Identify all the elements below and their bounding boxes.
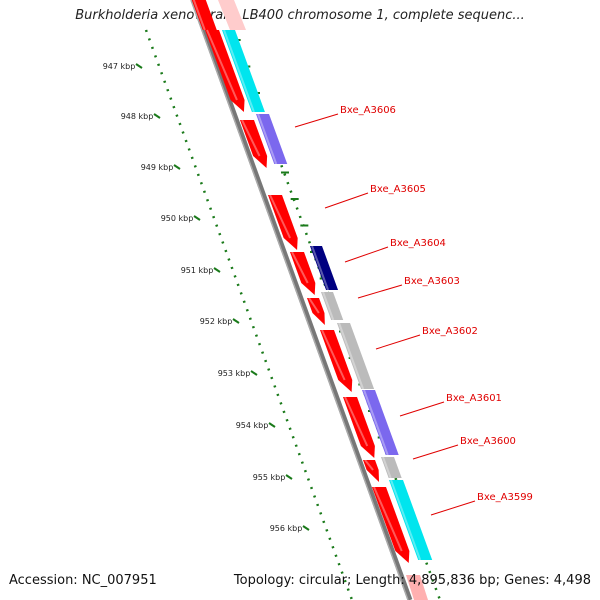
reverse-gene-cyan-shine [223, 29, 255, 113]
forward-gene-shine [206, 29, 238, 101]
scale-tick-mark [250, 370, 258, 376]
reverse-gene-gray-shine [322, 291, 335, 321]
forward-gene [343, 397, 375, 458]
callout-leader-line [324, 192, 369, 209]
scale-tick-mark [153, 113, 161, 119]
scale-tick-mark [285, 474, 293, 480]
gene-label[interactable]: Bxe_A3599 [477, 492, 533, 503]
forward-gene [363, 460, 380, 482]
gene-label[interactable]: Bxe_A3601 [446, 393, 502, 404]
forward-gene-shine [364, 459, 374, 471]
scale-tick-label: 955 kbp [253, 473, 286, 482]
reverse-gene-navy [310, 246, 339, 290]
scale-tick-label: 949 kbp [141, 163, 174, 172]
scale-tick-label: 951 kbp [181, 266, 214, 275]
scale-tick-mark [302, 525, 310, 531]
reverse-gene-purple-shine [363, 389, 389, 456]
genome-stats-text: Topology: circular; Length: 4,895,836 bp… [233, 573, 591, 588]
callout-leader-line [344, 246, 389, 263]
forward-gene-shine [321, 329, 346, 381]
callout-leader-line [399, 401, 445, 417]
reverse-gene-gray [337, 323, 375, 389]
forward-gene-shine [373, 486, 403, 552]
scale-tick-label: 954 kbp [236, 421, 269, 430]
forward-gene [307, 298, 325, 325]
scale-ticks: 947 kbp 948 kbp 949 kbp 950 kbp 951 kbp 952 k… [103, 39, 425, 545]
gene-label[interactable]: Bxe_A3605 [370, 184, 426, 195]
reverse-gene-gray [321, 292, 344, 320]
forward-gene-shine [308, 297, 320, 314]
scale-tick-mark [135, 63, 143, 69]
reverse-gene-cyan-shine [390, 479, 422, 561]
forward-gene [290, 252, 316, 295]
chromosome-backbone [190, 0, 413, 600]
scale-tick-mark [193, 215, 201, 221]
scale-tick-label: 952 kbp [200, 317, 233, 326]
callout-leader-line [357, 284, 403, 299]
reverse-gene-gray-shine [338, 322, 365, 390]
gene-track [191, 0, 433, 600]
reverse-gene-cyan [389, 480, 433, 560]
faded-gene [218, 0, 246, 30]
forward-gene [191, 0, 217, 30]
scale-tick-label: 948 kbp [121, 112, 154, 121]
chromosome-backbone-highlight [190, 0, 409, 600]
forward-gene-shine [291, 251, 309, 284]
forward-gene-shine [344, 396, 369, 447]
reverse-gene-gray [381, 457, 402, 478]
reverse-gene-purple [256, 114, 288, 164]
callout-leader-line [375, 334, 421, 350]
scale-tick-mark [213, 267, 221, 273]
forward-gene-shine [269, 194, 291, 239]
scale-tick-label: 956 kbp [270, 524, 303, 533]
scale-tick-label: 950 kbp [161, 214, 194, 223]
reverse-gene-navy-shine [311, 245, 329, 291]
forward-gene-shine [241, 119, 261, 157]
forward-gene [320, 330, 353, 392]
gene-label[interactable]: Bxe_A3606 [340, 105, 396, 116]
forward-gene [205, 30, 245, 112]
scale-guide-inner [144, 29, 354, 600]
scale-tick-label: 947 kbp [103, 62, 136, 71]
faded-gene [406, 575, 428, 600]
gene-label[interactable]: Bxe_A3600 [460, 436, 516, 447]
scale-tick-label: 953 kbp [218, 369, 251, 378]
gene-callouts: Bxe_A3606 Bxe_A3605 Bxe_A3604 Bxe_A3603 Bxe_… [294, 105, 533, 516]
reverse-gene-purple-shine [257, 113, 278, 165]
reverse-gene-cyan [222, 30, 265, 112]
scale-tick-mark [232, 318, 240, 324]
reverse-gene-purple [362, 390, 399, 455]
map-title: Burkholderia xenovorans LB400 chromosome… [75, 8, 525, 23]
forward-gene [372, 487, 410, 563]
accession-text: Accession: NC_007951 [9, 573, 157, 588]
gene-label[interactable]: Bxe_A3603 [404, 276, 460, 287]
forward-gene [240, 120, 268, 168]
forward-gene-shine [192, 0, 206, 31]
reverse-gene-gray-shine [382, 456, 392, 479]
callout-leader-line [294, 113, 339, 128]
gene-label[interactable]: Bxe_A3604 [390, 238, 446, 249]
scale-tick-mark [268, 422, 276, 428]
forward-gene [268, 195, 298, 250]
callout-leader-line [430, 500, 476, 516]
scale-tick-mark [173, 164, 181, 170]
gene-label[interactable]: Bxe_A3602 [422, 326, 478, 337]
callout-leader-line [412, 444, 459, 460]
